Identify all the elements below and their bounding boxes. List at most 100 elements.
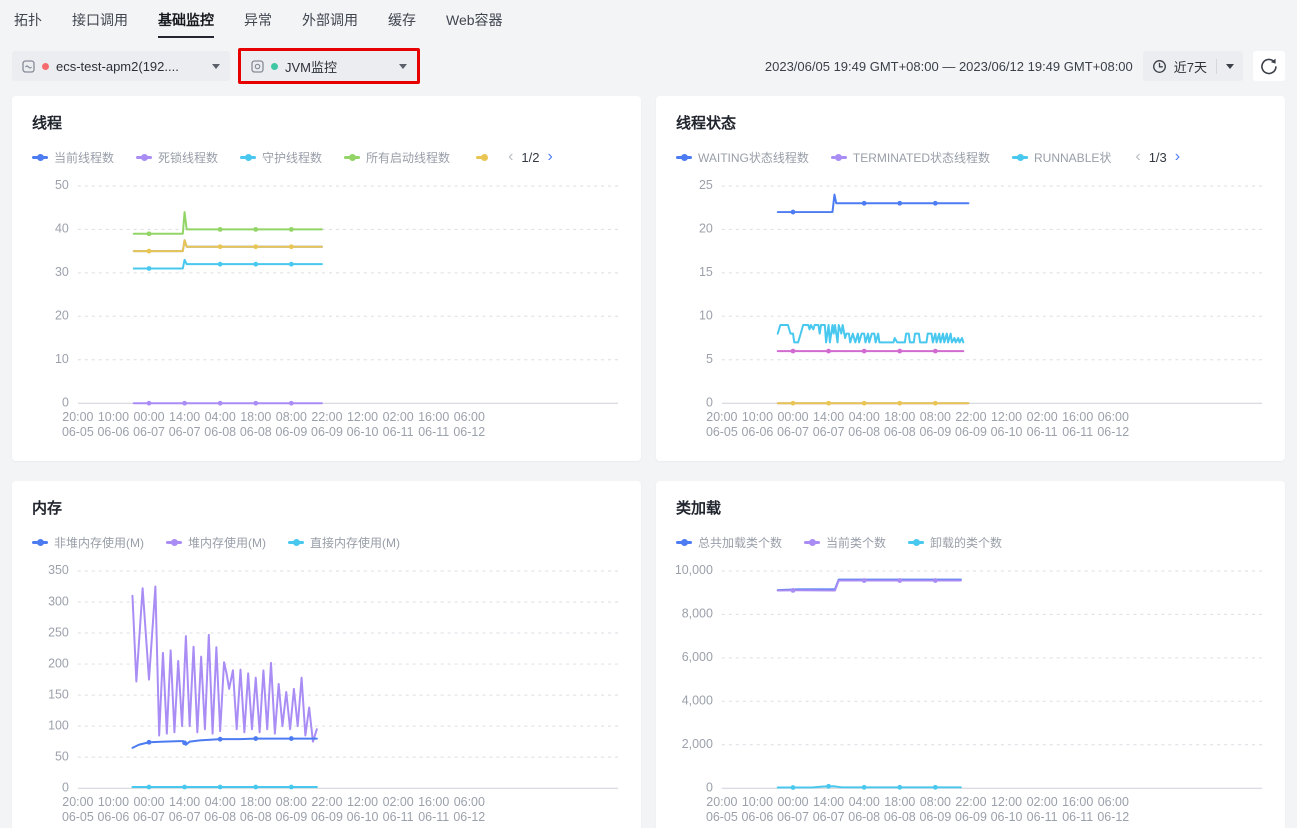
tab-cache[interactable]: 缓存 [388, 12, 416, 28]
svg-text:00:00: 00:00 [133, 795, 164, 809]
clock-icon [1152, 59, 1166, 73]
chart-card-thread-states: 线程状态 WAITING状态线程数 TERMINATED状态线程数 RUNNABLE… [656, 96, 1285, 461]
quick-range-button[interactable]: 近7天 [1142, 51, 1243, 81]
svg-text:06-06: 06-06 [98, 425, 130, 439]
tab-exceptions[interactable]: 异常 [244, 12, 272, 28]
host-icon [22, 59, 35, 73]
svg-text:12:00: 12:00 [347, 410, 378, 424]
svg-text:06-11: 06-11 [418, 425, 449, 439]
svg-text:06-07: 06-07 [777, 425, 809, 439]
svg-text:04:00: 04:00 [849, 410, 880, 424]
svg-text:06-08: 06-08 [848, 425, 880, 439]
svg-text:10:00: 10:00 [742, 410, 773, 424]
svg-text:06-06: 06-06 [742, 810, 774, 824]
svg-text:06-11: 06-11 [1027, 425, 1058, 439]
svg-text:06-11: 06-11 [418, 810, 449, 824]
svg-text:12:00: 12:00 [991, 410, 1022, 424]
svg-text:04:00: 04:00 [849, 795, 880, 809]
legend-marker [32, 538, 48, 546]
legend-prev-icon[interactable]: ‹ [508, 148, 514, 165]
svg-text:22:00: 22:00 [311, 795, 342, 809]
svg-text:0: 0 [706, 780, 713, 794]
svg-text:250: 250 [48, 625, 69, 639]
tab-external-calls[interactable]: 外部调用 [302, 12, 358, 28]
svg-text:08:00: 08:00 [920, 410, 951, 424]
legend-marker [240, 153, 257, 161]
svg-text:100: 100 [48, 718, 69, 732]
tab-basic-monitoring[interactable]: 基础监控 [158, 10, 214, 38]
svg-text:14:00: 14:00 [169, 795, 200, 809]
legend-item[interactable]: 当前类个数 [804, 534, 886, 551]
svg-text:04:00: 04:00 [205, 795, 236, 809]
svg-text:00:00: 00:00 [133, 410, 164, 424]
svg-text:200: 200 [48, 656, 69, 670]
tab-topology[interactable]: 拓扑 [14, 12, 42, 28]
svg-text:50: 50 [55, 749, 69, 763]
legend-item[interactable]: 守护线程数 [240, 149, 322, 166]
svg-text:2,000: 2,000 [682, 737, 713, 751]
svg-text:16:00: 16:00 [418, 795, 449, 809]
quick-range-label: 近7天 [1173, 59, 1207, 75]
legend-marker [32, 153, 48, 161]
legend-item[interactable]: RUNNABLE状 [1012, 149, 1111, 166]
monitor-type-select[interactable]: JVM监控 [241, 51, 417, 81]
legend-item[interactable]: 死锁线程数 [136, 149, 218, 166]
svg-text:18:00: 18:00 [884, 795, 915, 809]
svg-text:10:00: 10:00 [98, 410, 129, 424]
svg-text:06-08: 06-08 [204, 810, 236, 824]
legend-item[interactable]: 直接内存使用(M) [288, 534, 400, 551]
legend-item[interactable]: 当前线程数 [32, 149, 114, 166]
svg-text:06-05: 06-05 [706, 425, 738, 439]
svg-text:06-10: 06-10 [991, 810, 1023, 824]
legend-item[interactable]: 堆内存使用(M) [166, 534, 266, 551]
svg-text:06-10: 06-10 [991, 425, 1023, 439]
svg-text:06-07: 06-07 [133, 810, 165, 824]
svg-text:06-09: 06-09 [275, 810, 307, 824]
legend-item[interactable]: TERMINATED状态线程数 [830, 149, 990, 166]
svg-text:20:00: 20:00 [706, 795, 737, 809]
svg-text:10:00: 10:00 [98, 795, 129, 809]
svg-text:06-11: 06-11 [383, 425, 414, 439]
svg-text:06-12: 06-12 [453, 810, 485, 824]
divider [1216, 58, 1217, 74]
chart-card-memory: 内存 非堆内存使用(M) 堆内存使用(M) 直接内存使用(M) 0 50 100 150 2… [12, 481, 641, 828]
monitor-select-value: JVM监控 [285, 59, 338, 75]
svg-text:18:00: 18:00 [884, 410, 915, 424]
legend-item[interactable]: 非堆内存使用(M) [32, 534, 144, 551]
legend-prev-icon[interactable]: ‹ [1135, 148, 1141, 165]
svg-text:16:00: 16:00 [418, 410, 449, 424]
legend-item[interactable]: 总共加载类个数 [676, 534, 782, 551]
instance-status-dot [42, 62, 49, 70]
chart-legend: WAITING状态线程数 TERMINATED状态线程数 RUNNABLE状 ‹ 1/3… [676, 147, 1265, 167]
monitor-status-dot [271, 62, 278, 70]
legend-marker [1012, 153, 1029, 161]
tab-interface-calls[interactable]: 接口调用 [72, 12, 128, 28]
legend-next-icon[interactable]: › [1174, 148, 1181, 165]
chart-legend: 非堆内存使用(M) 堆内存使用(M) 直接内存使用(M) [32, 532, 621, 552]
svg-text:30: 30 [55, 265, 69, 279]
refresh-button[interactable] [1253, 51, 1285, 81]
legend-item[interactable]: 卸载的类个数 [908, 534, 1002, 551]
svg-text:06-08: 06-08 [240, 425, 272, 439]
legend-item[interactable]: 所有启动线程数 [344, 149, 450, 166]
legend-marker-partial[interactable] [476, 153, 488, 161]
svg-text:20:00: 20:00 [62, 410, 93, 424]
chart-title: 线程状态 [676, 115, 737, 132]
chart-card-threads: 线程 当前线程数 死锁线程数 守护线程数 所有启动线程数 ‹ 1/2 › 0 10 20 30 40… [12, 96, 641, 461]
svg-text:06-09: 06-09 [955, 425, 987, 439]
legend-next-icon[interactable]: › [547, 148, 553, 165]
instance-select[interactable]: ecs-test-apm2(192.... [12, 51, 230, 81]
svg-text:20:00: 20:00 [706, 410, 737, 424]
tab-web-container[interactable]: Web容器 [446, 12, 503, 28]
svg-text:18:00: 18:00 [240, 795, 271, 809]
svg-text:15: 15 [699, 265, 713, 279]
chevron-down-icon[interactable] [1226, 63, 1234, 69]
legend-item[interactable]: WAITING状态线程数 [676, 149, 809, 166]
svg-text:06-09: 06-09 [311, 810, 343, 824]
svg-text:06-07: 06-07 [133, 425, 165, 439]
svg-text:06-09: 06-09 [311, 425, 343, 439]
svg-text:02:00: 02:00 [1027, 795, 1058, 809]
svg-text:5: 5 [706, 352, 713, 366]
svg-text:20: 20 [55, 309, 69, 323]
